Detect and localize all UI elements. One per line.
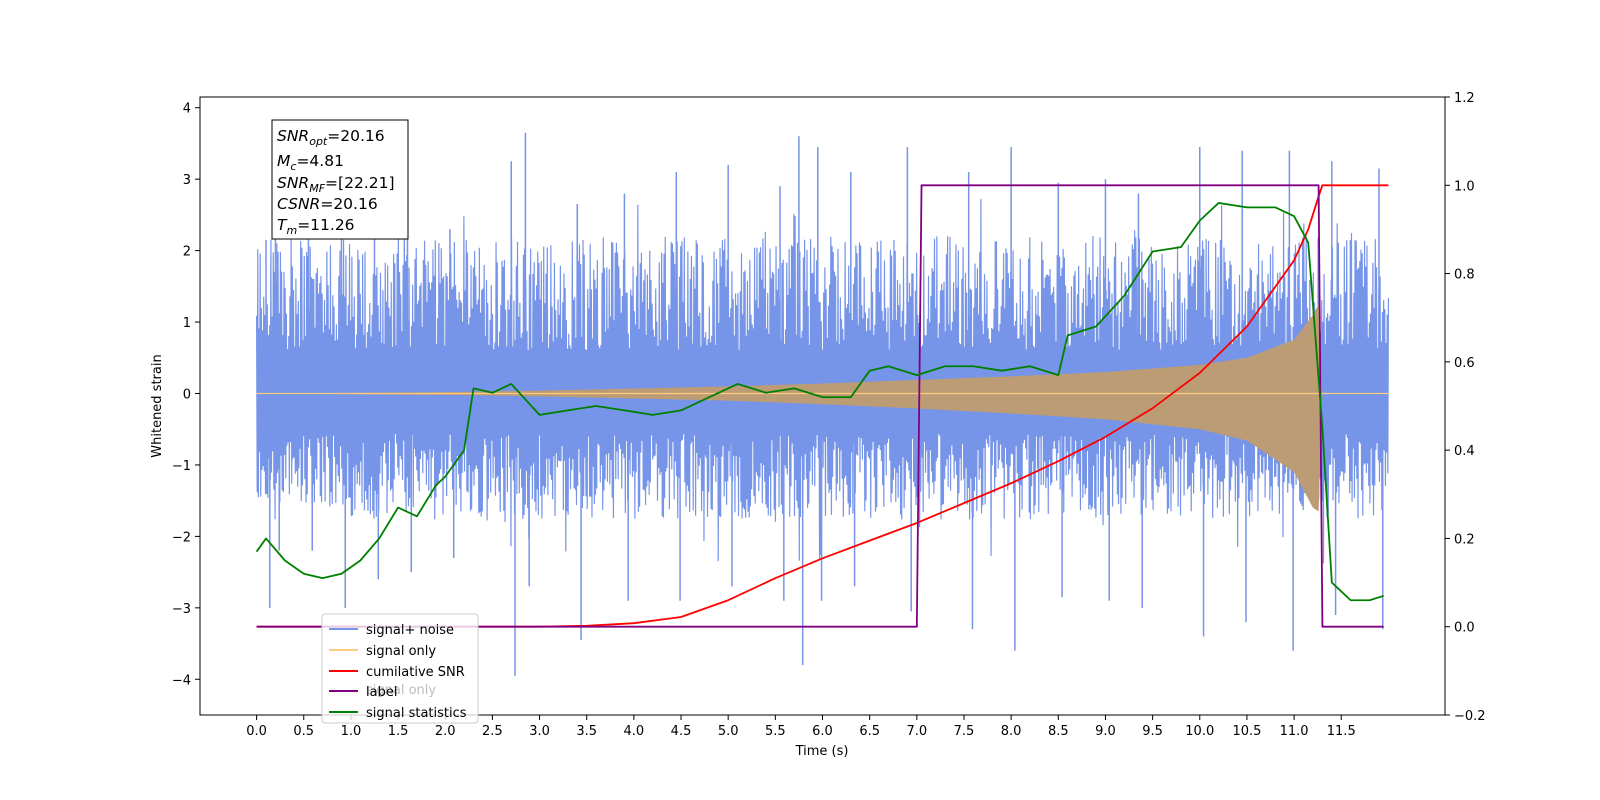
x-tick-label: 3.5 [576,724,597,739]
y2-tick-label: −0.2 [1454,709,1486,724]
x-tick-label: 1.5 [388,724,409,739]
x-tick-label: 4.5 [671,724,692,739]
x-tick-label: 11.0 [1280,724,1309,739]
y2-tick-label: 1.0 [1454,179,1475,194]
x-tick-label: 8.0 [1001,724,1022,739]
y2-tick-label: 0.0 [1454,621,1475,636]
y-tick-label: −4 [172,673,191,688]
y-tick-label: 3 [183,173,191,188]
x-tick-label: 5.0 [718,724,739,739]
legend-label-signal-statistics: signal statistics [366,706,467,721]
series-lines [255,184,1389,628]
label-line [256,184,1384,628]
y-axis-ticks: −4 −3 −2 −1 0 1 2 3 4 [172,102,200,688]
annotation-line: SNRopt=20.16 [277,127,385,148]
annotation-line: SNRMF=[22.21] [277,174,395,195]
y-tick-label: −1 [172,459,191,474]
y2-tick-label: 0.8 [1454,268,1475,283]
x-tick-label: 3.0 [529,724,550,739]
x-tick-label: 0.0 [246,724,267,739]
x-tick-label: 6.5 [859,724,880,739]
legend-label-signal-plus-noise: signal+ noise [366,623,454,638]
x-tick-label: 5.5 [765,724,786,739]
x-tick-label: 1.0 [341,724,362,739]
x-tick-label: 6.0 [812,724,833,739]
x-tick-label: 7.5 [954,724,975,739]
annotation-line: Mc=4.81 [277,152,344,173]
y-tick-label: 2 [183,245,191,260]
y-tick-label: 1 [183,316,191,331]
x-tick-label: 2.5 [482,724,503,739]
x-axis-ticks: 0.0 0.5 1.0 1.5 2.0 2.5 3.0 3.5 4.0 4.5 5.0 5.5 6.0 6… [246,715,1356,739]
x-tick-label: 9.0 [1095,724,1116,739]
x-tick-label: 9.5 [1142,724,1163,739]
y2-axis-ticks: −0.2 0.0 0.2 0.4 0.6 0.8 1.0 1.2 [1445,91,1486,724]
x-tick-label: 10.0 [1185,724,1214,739]
x-axis-label: Time (s) [795,744,849,759]
annotation-line: Tm=11.26 [277,216,355,237]
y-axis-label: Whitened strain [150,354,165,457]
y2-tick-label: 1.2 [1454,91,1475,106]
x-tick-label: 10.5 [1232,724,1261,739]
x-tick-label: 2.0 [435,724,456,739]
y-tick-label: 0 [183,387,191,402]
y2-tick-label: 0.6 [1454,356,1475,371]
legend-label-cumulative-snr: cumilative SNR [366,665,465,680]
x-tick-label: 11.5 [1327,724,1356,739]
x-tick-label: 7.0 [906,724,927,739]
series-signal-plus-noise [255,132,1390,676]
y-tick-label: 4 [183,102,191,117]
y2-tick-label: 0.2 [1454,532,1475,547]
y-tick-label: −3 [172,602,191,617]
y-tick-label: −2 [172,530,191,545]
x-tick-label: 4.0 [624,724,645,739]
legend-label-label: label [366,685,397,700]
annotation-line: CSNR=20.16 [277,195,378,213]
y2-tick-label: 0.4 [1454,444,1475,459]
annotation-box: SNRopt=20.16 Mc=4.81 SNRMF=[22.21] CSNR=… [271,119,409,240]
signal-only-envelope [256,304,1389,512]
series-signal-only [256,304,1389,512]
legend-label-signal-only: signal only [366,644,436,659]
x-tick-label: 0.5 [293,724,314,739]
legend: signal only signal+ noise signal only cu… [321,613,479,724]
x-tick-label: 8.5 [1048,724,1069,739]
legend-ghost-text: signal only [366,683,436,698]
